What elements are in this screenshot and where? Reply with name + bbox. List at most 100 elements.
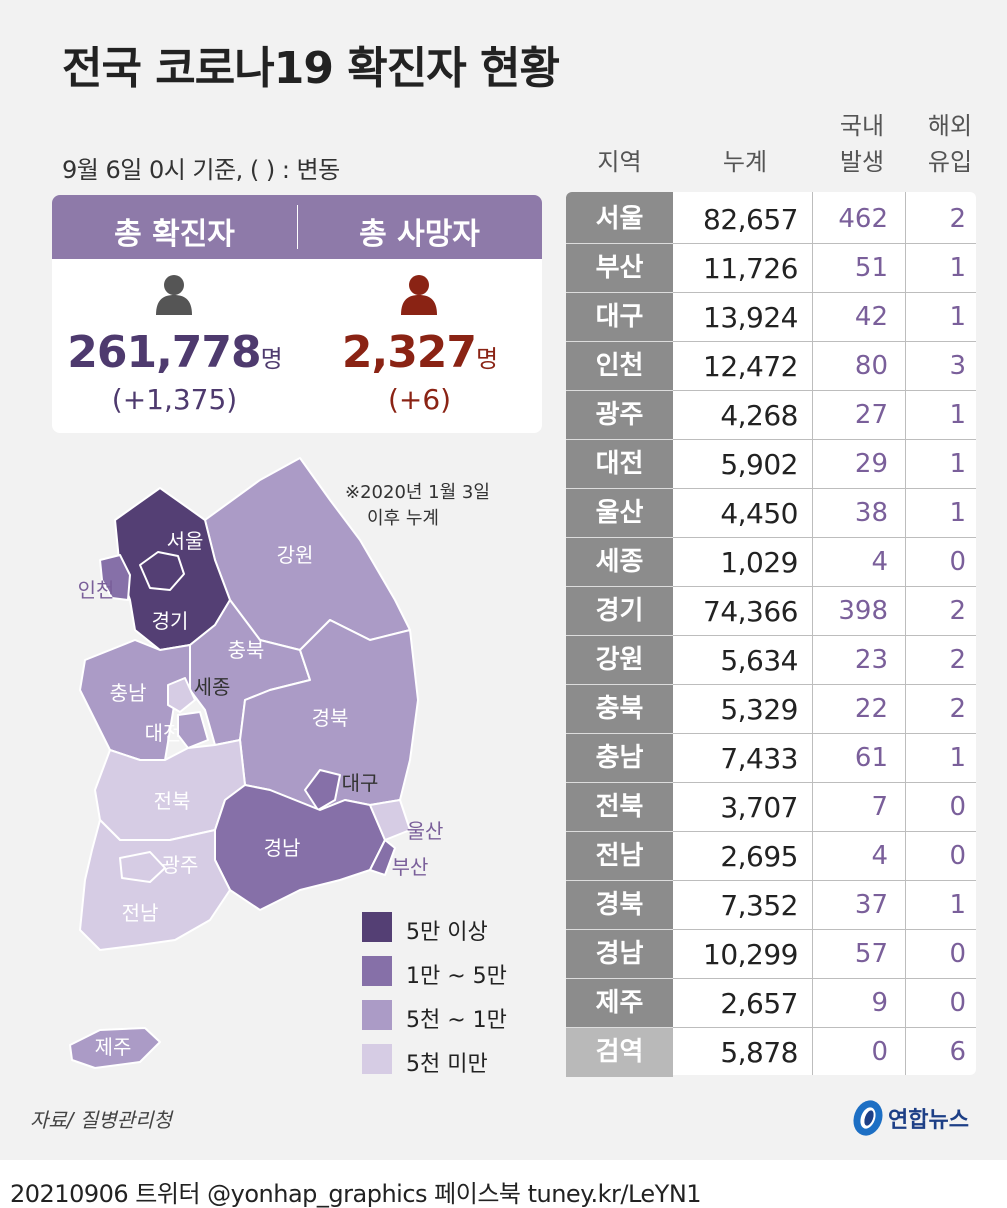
cell-cumulative: 5,329 — [720, 693, 798, 726]
table-row: 부산 11,726 51 1 — [566, 244, 976, 293]
cell-region: 경북 — [595, 890, 644, 920]
label-jeonbuk: 전북 — [154, 789, 191, 813]
label-chungbuk: 충북 — [228, 638, 265, 662]
label-busan: 부산 — [392, 855, 429, 879]
region-daejeon — [177, 711, 209, 749]
region-row-divider — [566, 684, 673, 685]
row-divider — [673, 488, 976, 489]
row-divider — [673, 684, 976, 685]
row-divider — [673, 341, 976, 342]
table-row: 경남 10,299 57 0 — [566, 930, 976, 979]
cell-cumulative: 5,902 — [720, 448, 798, 481]
row-divider — [673, 733, 976, 734]
cell-overseas: 2 — [949, 645, 966, 675]
legend-label: 5천 ~ 1만 — [406, 1008, 507, 1033]
table-row: 충북 5,329 22 2 — [566, 685, 976, 734]
yonhap-logo-icon — [853, 1100, 883, 1136]
header-region: 지역 — [597, 148, 642, 176]
label-daegu: 대구 — [342, 771, 379, 795]
region-row-divider — [566, 880, 673, 881]
cell-overseas: 2 — [949, 596, 966, 626]
deaths-value: 2,327 — [341, 327, 477, 378]
cell-domestic: 38 — [854, 498, 888, 528]
cell-cumulative: 13,924 — [703, 301, 798, 334]
cell-domestic: 61 — [854, 743, 888, 773]
cell-cumulative: 11,726 — [703, 252, 798, 285]
legend-label: 5만 이상 — [406, 920, 488, 945]
label-gangwon: 강원 — [277, 543, 314, 567]
label-incheon: 인천 — [78, 578, 115, 602]
cell-domestic: 462 — [838, 204, 888, 234]
region-row-divider — [566, 782, 673, 783]
map-note: ※2020년 1월 3일 이후 누계 — [345, 480, 490, 532]
cell-cumulative: 2,695 — [720, 840, 798, 873]
totals-header: 총 확진자 총 사망자 — [52, 195, 542, 259]
confirmed-change: (+1,375) — [111, 383, 238, 416]
row-divider — [673, 831, 976, 832]
row-divider — [673, 439, 976, 440]
cell-overseas: 2 — [949, 204, 966, 234]
table-row: 검역 5,878 0 6 — [566, 1028, 976, 1077]
cell-domestic: 23 — [854, 645, 888, 675]
row-divider — [673, 390, 976, 391]
confirmed-column: 261,778명 (+1,375) — [52, 259, 297, 433]
table-row: 전남 2,695 4 0 — [566, 832, 976, 881]
cell-domestic: 398 — [838, 596, 888, 626]
cell-overseas: 1 — [949, 449, 966, 479]
legend-label: 1만 ~ 5만 — [406, 964, 507, 989]
confirmed-label: 총 확진자 — [114, 217, 235, 252]
cell-domestic: 7 — [871, 792, 888, 822]
region-seoul — [139, 551, 185, 591]
korea-map: 서울 경기 강원 충북 충남 대전 경북 전북 광주 경남 전남 제주 세종 대… — [69, 457, 444, 1069]
confirmed-value: 261,778 — [67, 327, 261, 378]
region-row-divider — [566, 292, 673, 293]
table-row: 전북 3,707 7 0 — [566, 783, 976, 832]
cell-overseas: 0 — [949, 988, 966, 1018]
cell-overseas: 0 — [949, 792, 966, 822]
region-incheon — [99, 554, 131, 601]
note-line-1: ※2020년 1월 3일 — [345, 482, 490, 503]
cell-domestic: 80 — [854, 351, 888, 381]
cell-region: 광주 — [595, 400, 644, 430]
cell-domestic: 29 — [854, 449, 888, 479]
cell-domestic: 37 — [854, 890, 888, 920]
table-row: 대구 13,924 42 1 — [566, 293, 976, 342]
region-row-divider — [566, 439, 673, 440]
row-divider — [673, 243, 976, 244]
legend-item: 1만 ~ 5만 — [362, 956, 542, 989]
row-divider — [673, 635, 976, 636]
header-divider — [297, 205, 298, 249]
cell-cumulative: 12,472 — [703, 350, 798, 383]
row-divider — [673, 929, 976, 930]
footer-text: 20210906 트위터 @yonhap_graphics 페이스북 tuney… — [10, 1180, 702, 1208]
label-daejeon: 대전 — [145, 721, 182, 745]
cell-cumulative: 5,634 — [720, 644, 798, 677]
subtitle: 9월 6일 0시 기준, ( ) : 변동 — [62, 156, 340, 184]
cell-region: 충남 — [595, 743, 644, 773]
region-daegu — [304, 769, 341, 811]
cell-region: 제주 — [595, 988, 644, 1018]
label-ulsan: 울산 — [407, 819, 444, 843]
deaths-label: 총 사망자 — [359, 217, 480, 252]
cell-region: 울산 — [595, 498, 644, 528]
table-row: 서울 82,657 462 2 — [566, 195, 976, 244]
cell-region: 경남 — [595, 939, 644, 969]
region-row-divider — [566, 635, 673, 636]
region-chungnam — [79, 639, 191, 761]
cell-overseas: 1 — [949, 400, 966, 430]
header-overseas-2: 유입 — [927, 148, 973, 176]
cell-region: 경기 — [595, 596, 644, 626]
table-row: 제주 2,657 9 0 — [566, 979, 976, 1028]
cell-region: 검역 — [566, 1028, 673, 1077]
cell-region: 대전 — [595, 449, 644, 479]
cell-overseas: 2 — [949, 694, 966, 724]
region-row-divider — [566, 978, 673, 979]
region-row-divider — [566, 831, 673, 832]
cell-domestic: 22 — [854, 694, 888, 724]
header-domestic-2: 발생 — [839, 148, 885, 176]
label-gyeongbuk: 경북 — [312, 706, 349, 730]
cell-domestic: 57 — [854, 939, 888, 969]
region-row-divider — [566, 1027, 673, 1028]
cell-cumulative: 74,366 — [703, 595, 798, 628]
region-row-divider — [566, 537, 673, 538]
